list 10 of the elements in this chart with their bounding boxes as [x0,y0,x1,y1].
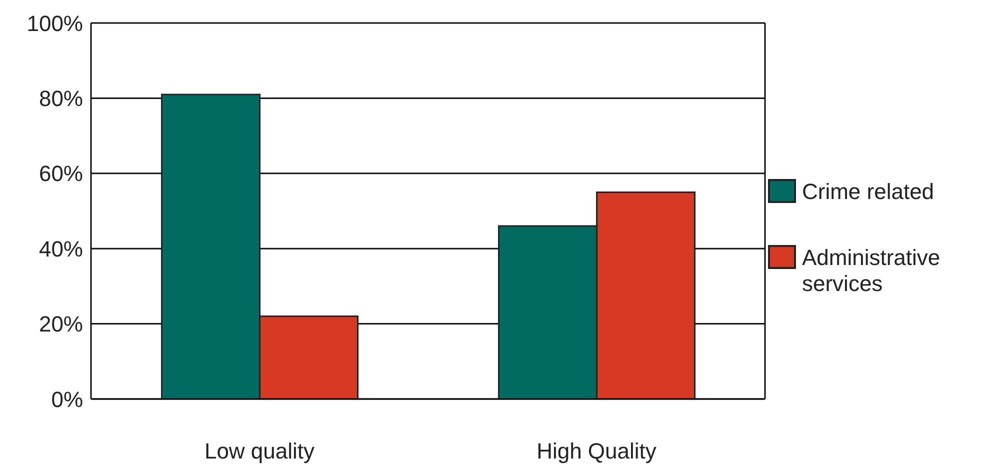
legend-label: Crime related [802,179,934,205]
y-tick-label: 20% [38,312,83,337]
legend-label: Administrative services [802,245,940,297]
y-tick-label: 0% [51,386,83,412]
y-tick-label: 60% [38,161,83,186]
x-tick-label: Low quality [204,438,315,464]
y-tick-label: 80% [38,86,83,112]
x-tick-label: High Quality [536,438,656,464]
y-tick-label: 40% [38,236,83,262]
y-tick-label: 100% [26,10,83,36]
